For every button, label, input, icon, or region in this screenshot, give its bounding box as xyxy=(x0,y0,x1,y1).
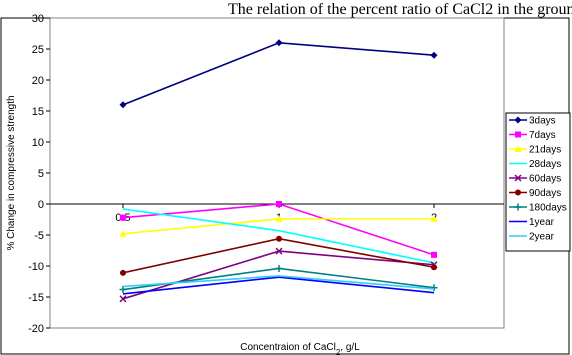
data-point xyxy=(514,203,522,211)
data-point xyxy=(514,116,522,124)
data-point xyxy=(119,230,127,237)
legend-item-2year: 2year xyxy=(509,232,555,243)
data-point xyxy=(431,264,437,271)
data-point xyxy=(275,247,283,255)
data-point xyxy=(430,284,438,292)
legend-item-1year: 1year xyxy=(509,217,555,228)
legend-label: 21days xyxy=(529,145,561,156)
legend-label: 7days xyxy=(529,130,556,141)
data-point xyxy=(119,295,127,303)
y-tick-label: 30 xyxy=(32,13,44,25)
series-2year xyxy=(122,275,435,290)
data-point xyxy=(514,174,522,182)
series-line xyxy=(122,208,435,264)
data-point xyxy=(430,215,438,222)
x-axis-title: Concentraion of CaCl2, g/L xyxy=(240,342,360,355)
series-1year xyxy=(122,276,435,295)
legend-label: 180days xyxy=(529,203,567,214)
legend-label: 2year xyxy=(529,232,555,243)
series-layer xyxy=(119,39,438,303)
legend-label: 90days xyxy=(529,188,561,199)
data-point xyxy=(275,215,283,222)
data-point xyxy=(430,51,438,59)
legend-item-60days: 60days xyxy=(509,174,561,185)
data-point xyxy=(514,145,522,152)
data-point xyxy=(515,189,521,196)
y-tick-label: 0 xyxy=(38,199,44,211)
legend-label: 60days xyxy=(529,174,561,185)
legend: 3days 7days 21days 28days 60days 90days 180day… xyxy=(505,112,571,252)
series-7days xyxy=(120,201,437,258)
series-line xyxy=(122,275,435,290)
series-90days xyxy=(120,235,437,276)
series-28days xyxy=(122,208,435,264)
data-point xyxy=(515,131,521,138)
legend-item-90days: 90days xyxy=(509,188,561,199)
legend-item-7days: 7days xyxy=(509,130,556,141)
y-tick-label: 25 xyxy=(32,44,44,56)
data-point xyxy=(275,264,283,272)
y-tick-label: 15 xyxy=(32,106,44,118)
y-tick-label: 5 xyxy=(38,168,44,180)
data-point xyxy=(275,39,283,47)
y-tick-label: 20 xyxy=(32,75,44,87)
data-point xyxy=(119,286,127,294)
y-axis-title: % Change in compressive strength xyxy=(6,95,17,250)
data-point xyxy=(276,201,282,207)
plot-area xyxy=(49,17,505,329)
data-point xyxy=(431,251,437,258)
series-21days xyxy=(119,215,438,237)
y-tick-label: -5 xyxy=(34,230,44,242)
y-tick-label: 10 xyxy=(32,137,44,149)
legend-label: 3days xyxy=(529,116,556,127)
data-point xyxy=(120,269,126,276)
legend-item-21days: 21days xyxy=(509,145,561,156)
legend-item-28days: 28days xyxy=(509,159,561,170)
legend-item-180days: 180days xyxy=(509,203,567,214)
y-tick-label: -20 xyxy=(28,323,44,335)
legend-label: 1year xyxy=(529,217,555,228)
y-tick-label: -15 xyxy=(28,292,44,304)
chart-caption: The relation of the percent ratio of CaC… xyxy=(228,1,572,18)
data-point xyxy=(276,235,282,242)
series-line xyxy=(122,276,435,295)
y-axis: -20 -15 -10 -5 0 5 10 15 20 25 30 xyxy=(28,13,50,335)
legend-label: 28days xyxy=(529,159,561,170)
series-3days xyxy=(119,39,438,109)
legend-item-3days: 3days xyxy=(509,116,556,127)
y-tick-label: -10 xyxy=(28,261,44,273)
data-point xyxy=(120,214,126,221)
data-point xyxy=(119,101,127,109)
